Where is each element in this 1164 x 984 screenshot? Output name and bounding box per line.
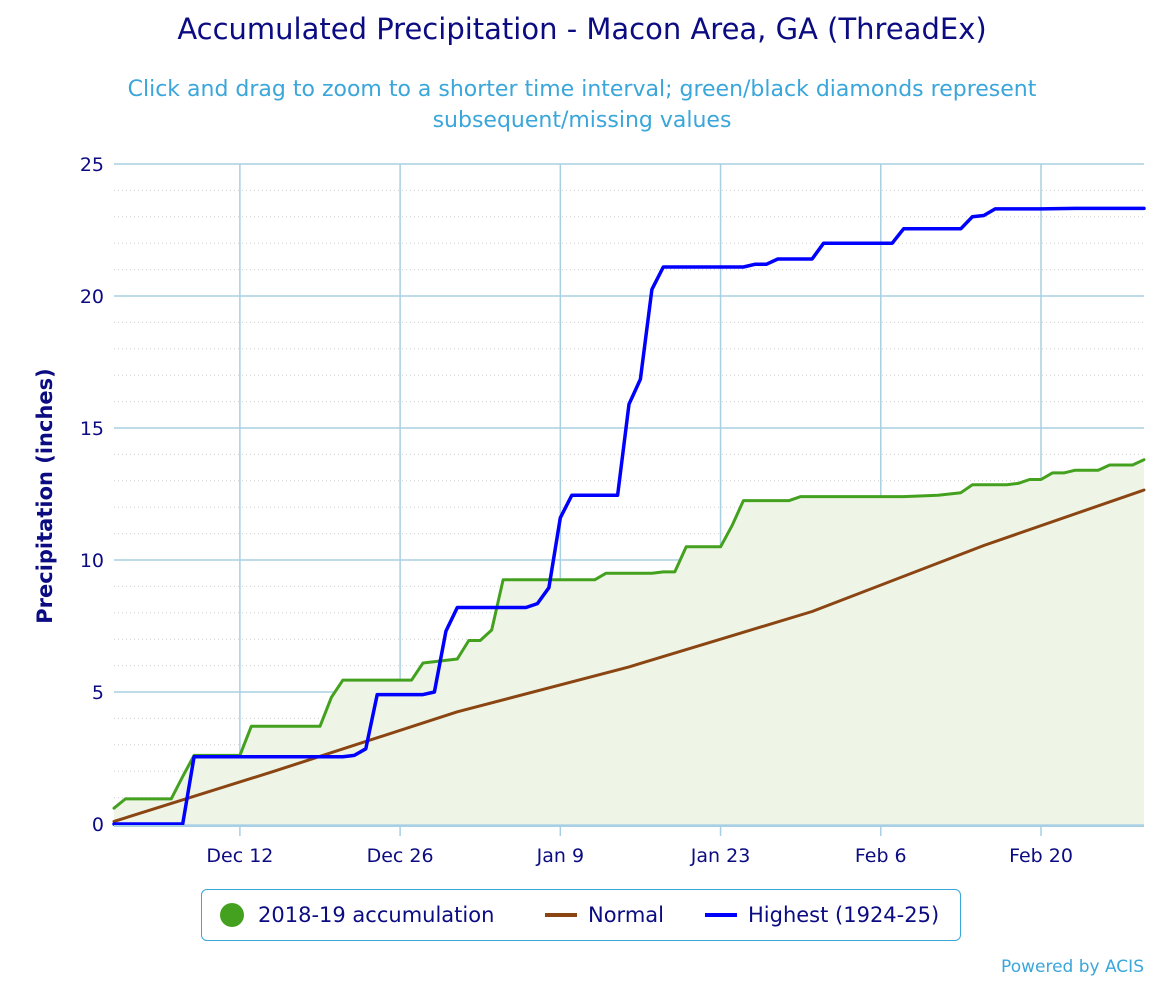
series-area-accumulation [114,459,1144,824]
legend-item-highest[interactable]: Highest (1924-25) [705,890,939,940]
x-tick-label: Jan 23 [690,845,751,867]
series-layer [112,206,1146,826]
y-axis-label: Precipitation (inches) [33,368,57,624]
x-tick-label: Jan 9 [536,845,584,867]
x-tick-label: Dec 26 [367,845,434,867]
legend-dot-accumulation [220,903,244,927]
chart-subtitle: Click and drag to zoom to a shorter time… [127,77,1037,133]
y-tick-label: 5 [92,682,104,704]
x-tick-label: Feb 6 [855,845,907,867]
y-tick-label: 10 [80,550,104,572]
y-tick-label: 0 [92,814,104,836]
series-line-accumulation [112,458,1146,810]
legend-line-highest [705,913,737,917]
legend-item-normal[interactable]: Normal [545,890,664,940]
axis-layer: 0 5 10 15 20 25 Dec 12 Dec 26 Jan 9 Jan 23 Feb 6 Fe… [80,154,1144,867]
chart-legend: 2018-19 accumulation Normal Highest (192… [201,889,961,941]
legend-label-highest: Highest (1924-25) [748,903,940,927]
y-tick-label: 25 [80,154,104,176]
chart-title: Accumulated Precipitation - Macon Area, … [177,12,987,46]
legend-label-normal: Normal [588,903,664,927]
x-tick-label: Feb 20 [1009,845,1073,867]
x-tick-label: Dec 12 [206,845,273,867]
legend-label-accumulation: 2018-19 accumulation [258,903,495,927]
legend-item-accumulation[interactable]: 2018-19 accumulation [220,890,494,940]
series-line-highest [112,206,1146,826]
y-tick-label: 15 [80,418,104,440]
credits-link[interactable]: Powered by ACIS [1001,957,1144,977]
series-line-normal [112,488,1146,823]
legend-line-normal [545,913,577,917]
y-tick-label: 20 [80,286,104,308]
